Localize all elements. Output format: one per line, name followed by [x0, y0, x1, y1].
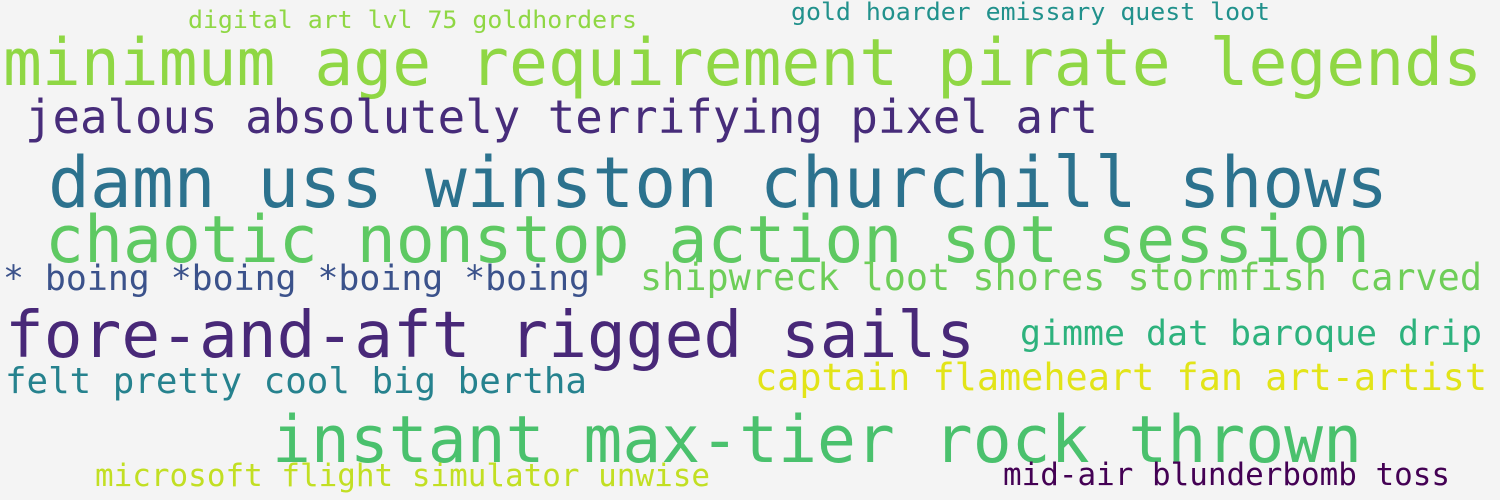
word: mid-air blunderbomb toss — [1003, 457, 1450, 493]
word: damn uss winston churchill shows — [48, 142, 1388, 224]
word: microsoft flight simulator unwise — [95, 458, 710, 494]
word: digital art lvl 75 goldhorders — [188, 6, 637, 34]
word: fore-and-aft rigged sails — [5, 299, 975, 373]
word: gimme dat baroque drip — [1020, 314, 1482, 354]
word: shipwreck loot shores stormfish carved — [640, 256, 1482, 299]
word: * boing *boing *boing *boing — [3, 259, 590, 299]
word: chaotic nonstop action sot session — [45, 203, 1370, 278]
word: captain flameheart fan art-artist — [755, 356, 1487, 399]
word: instant max-tier rock thrown — [272, 403, 1362, 478]
word: gold hoarder emissary quest loot — [791, 0, 1270, 26]
word: felt pretty cool big bertha — [5, 361, 587, 402]
word: jealous absolutely terrifying pixel art — [25, 90, 1098, 144]
word: minimum age requirement pirate legends — [3, 26, 1482, 101]
